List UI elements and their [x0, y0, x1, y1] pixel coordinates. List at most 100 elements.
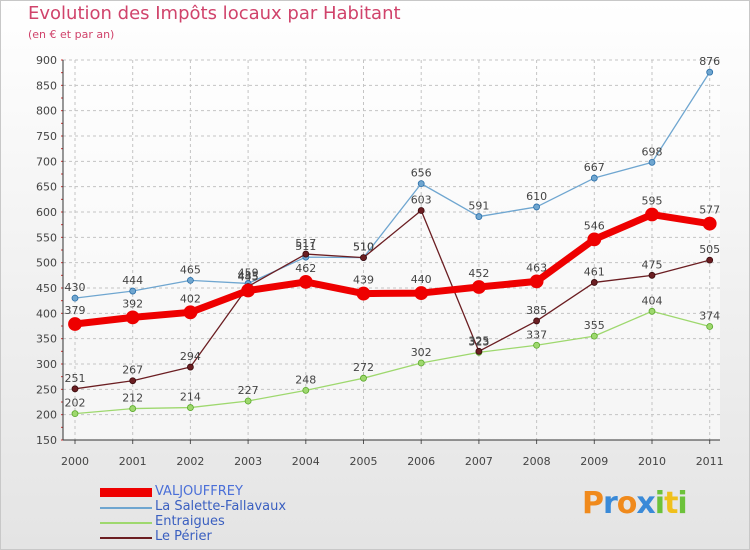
data-label: 302	[411, 346, 432, 359]
data-label: 202	[65, 397, 86, 410]
data-label: 698	[642, 145, 663, 158]
data-label: 546	[584, 219, 605, 232]
grid	[63, 59, 720, 441]
plot-area	[63, 60, 720, 440]
y-tick-label: 300	[36, 358, 57, 371]
data-label: 272	[353, 361, 374, 374]
data-label: 385	[526, 304, 547, 317]
data-point	[417, 359, 425, 367]
data-point	[533, 341, 540, 349]
data-label: 402	[180, 292, 201, 305]
y-tick-label: 200	[36, 409, 57, 422]
data-label: 379	[65, 304, 86, 317]
x-tick-label: 2010	[638, 455, 666, 468]
data-label: 212	[122, 392, 143, 405]
data-label: 656	[411, 167, 432, 180]
data-point	[183, 305, 198, 320]
data-label: 374	[699, 310, 720, 323]
data-label: 248	[295, 373, 316, 386]
y-tick-label: 850	[36, 79, 57, 92]
data-point	[71, 410, 79, 418]
data-point	[648, 271, 656, 279]
y-tick-label: 750	[36, 130, 57, 143]
series-line-2	[74, 310, 710, 415]
logo-letter: r	[603, 486, 618, 521]
data-point	[471, 280, 486, 294]
x-tick-label: 2005	[350, 455, 378, 468]
legend-item: La Salette-Fallavaux	[100, 499, 360, 515]
chart-title: Evolution des Impôts locaux par Habitant	[28, 3, 401, 24]
data-label: 294	[180, 350, 201, 363]
data-point	[475, 347, 483, 355]
data-point	[186, 404, 194, 411]
data-point	[360, 374, 367, 382]
data-point	[302, 386, 310, 394]
logo-letter: x	[636, 486, 655, 521]
data-point	[590, 279, 598, 286]
axes: 150 200 250 300 350 400 450 500 550 600 650 700 750 8…	[36, 54, 724, 468]
x-tick-label: 2006	[407, 455, 435, 468]
data-label: 465	[180, 263, 201, 276]
data-label: 214	[180, 391, 201, 404]
data-label: 430	[65, 281, 86, 294]
data-label: 510	[353, 241, 374, 254]
chart-subtitle: (en € et par an)	[28, 28, 115, 41]
data-label: 591	[468, 200, 489, 213]
data-label: 876	[699, 55, 720, 68]
legend-label: La Salette-Fallavaux	[155, 499, 287, 514]
logo-letter: P	[582, 486, 604, 521]
data-label: 517	[295, 237, 316, 250]
logo-letter: i	[677, 486, 687, 521]
data-point	[533, 317, 540, 325]
data-label: 444	[122, 274, 143, 287]
x-tick-label: 2008	[523, 455, 551, 468]
data-point	[417, 207, 425, 214]
series-line-0	[74, 211, 711, 328]
y-tick-label: 250	[36, 383, 57, 396]
legend-item: VALJOUFFREY	[100, 484, 360, 500]
data-label: 603	[411, 193, 432, 206]
y-tick-label: 350	[36, 333, 57, 346]
data-point	[702, 216, 717, 231]
data-point	[645, 207, 659, 222]
logo-letter: t	[664, 486, 678, 521]
data-label: 267	[122, 364, 143, 377]
legend-item: Le Périer	[100, 529, 360, 545]
proxiti-logo: Proxiti	[582, 486, 688, 521]
data-point	[302, 250, 310, 258]
data-point	[129, 405, 137, 412]
logo-letter: i	[654, 486, 665, 521]
y-tick-label: 800	[36, 105, 57, 118]
data-labels: 379 392 402 445 462 439 440 452 463 546 595 577 430 4…	[65, 55, 721, 409]
y-tick-label: 400	[36, 307, 57, 320]
data-point	[298, 275, 313, 289]
data-point	[590, 174, 598, 182]
data-label: 439	[353, 274, 374, 287]
legend-swatch	[100, 521, 152, 524]
data-label: 667	[584, 161, 605, 174]
data-label: 595	[642, 195, 663, 208]
data-point	[129, 377, 137, 385]
data-point	[706, 256, 714, 264]
data-point	[706, 68, 714, 76]
data-label: 440	[411, 273, 432, 286]
data-point	[529, 274, 544, 289]
series-lines	[68, 68, 717, 418]
data-point	[356, 286, 371, 301]
data-label: 475	[642, 258, 663, 271]
x-tick-label: 2002	[176, 455, 204, 468]
data-label: 452	[468, 267, 489, 280]
x-tick-label: 2004	[292, 455, 320, 468]
y-tick-label: 650	[36, 181, 57, 194]
y-tick-label: 900	[36, 54, 57, 67]
data-label: 323	[468, 335, 489, 348]
y-tick-label: 550	[36, 231, 57, 244]
data-point	[648, 307, 656, 315]
data-point	[590, 332, 598, 340]
x-tick-label: 2000	[61, 455, 89, 468]
data-point	[417, 180, 425, 188]
data-point	[648, 158, 656, 166]
logo-letter: o	[616, 486, 638, 521]
data-point	[241, 283, 256, 298]
data-label: 445	[238, 271, 259, 284]
